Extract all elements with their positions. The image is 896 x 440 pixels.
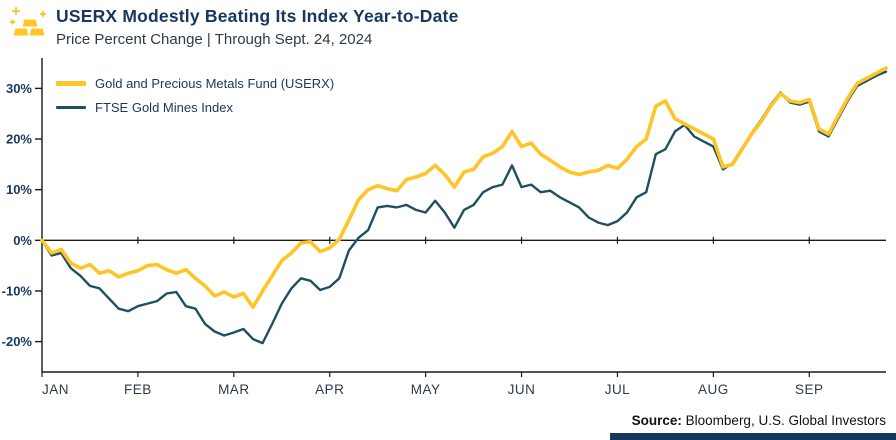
- svg-text:MAY: MAY: [411, 382, 441, 397]
- svg-text:AUG: AUG: [698, 382, 729, 397]
- userx-legend-label: Gold and Precious Metals Fund (USERX): [95, 76, 335, 91]
- svg-text:20%: 20%: [6, 132, 32, 147]
- source-value: Bloomberg, U.S. Global Investors: [681, 413, 886, 428]
- chart-legend: Gold and Precious Metals Fund (USERX) FT…: [56, 76, 334, 124]
- userx-line-swatch: [56, 81, 86, 86]
- gold-bars-icon: [10, 7, 46, 37]
- svg-text:30%: 30%: [6, 81, 32, 96]
- svg-text:JAN: JAN: [42, 382, 69, 397]
- svg-text:FEB: FEB: [124, 382, 152, 397]
- svg-text:-10%: -10%: [2, 283, 33, 298]
- source-label: Source:: [631, 413, 682, 428]
- chart-titles: USERX Modestly Beating Its Index Year-to…: [56, 6, 459, 48]
- source-footer: Source: Bloomberg, U.S. Global Investors: [610, 413, 896, 440]
- ftse-line-swatch: [56, 106, 86, 109]
- legend-item-ftse: FTSE Gold Mines Index: [56, 100, 334, 115]
- svg-text:-20%: -20%: [2, 334, 33, 349]
- ftse-legend-label: FTSE Gold Mines Index: [95, 100, 233, 115]
- svg-text:JUL: JUL: [605, 382, 631, 397]
- svg-text:SEP: SEP: [795, 382, 824, 397]
- svg-text:APR: APR: [315, 382, 344, 397]
- chart-title: USERX Modestly Beating Its Index Year-to…: [56, 6, 459, 26]
- chart-subtitle: Price Percent Change | Through Sept. 24,…: [56, 30, 373, 48]
- legend-item-userx: Gold and Precious Metals Fund (USERX): [56, 76, 334, 91]
- svg-text:JUN: JUN: [508, 382, 536, 397]
- source-text: Source: Bloomberg, U.S. Global Investors: [610, 413, 896, 428]
- svg-text:0%: 0%: [13, 233, 32, 248]
- svg-text:10%: 10%: [6, 182, 32, 197]
- source-accent-bar: [610, 433, 896, 440]
- svg-text:MAR: MAR: [218, 382, 250, 397]
- chart-header: USERX Modestly Beating Its Index Year-to…: [8, 6, 459, 48]
